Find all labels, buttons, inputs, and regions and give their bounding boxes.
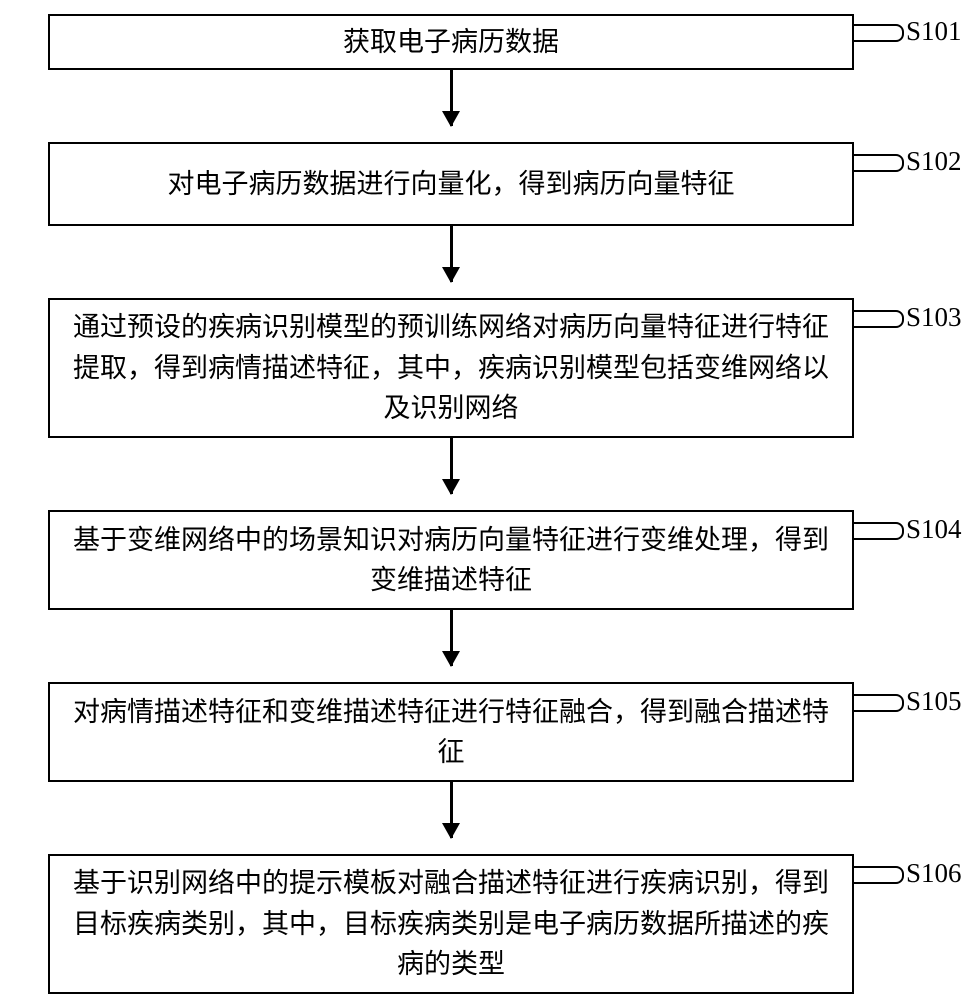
flow-arrow bbox=[450, 782, 453, 838]
step-label-s101: S101 bbox=[906, 16, 962, 47]
flow-node-s106: 基于识别网络中的提示模板对融合描述特征进行疾病识别，得到目标疾病类别，其中，目标… bbox=[48, 854, 854, 994]
label-connector bbox=[854, 310, 904, 328]
flow-node-text: 通过预设的疾病识别模型的预训练网络对病历向量特征进行特征提取，得到病情描述特征，… bbox=[70, 307, 832, 429]
step-label-s102: S102 bbox=[906, 146, 962, 177]
flow-node-s102: 对电子病历数据进行向量化，得到病历向量特征 bbox=[48, 142, 854, 226]
flowchart-canvas: 获取电子病历数据 S101 对电子病历数据进行向量化，得到病历向量特征 S102… bbox=[0, 0, 975, 1000]
step-label-s103: S103 bbox=[906, 302, 962, 333]
flow-node-text: 基于变维网络中的场景知识对病历向量特征进行变维处理，得到变维描述特征 bbox=[70, 520, 832, 601]
step-label-s104: S104 bbox=[906, 514, 962, 545]
label-connector bbox=[854, 24, 904, 42]
flow-node-s101: 获取电子病历数据 bbox=[48, 14, 854, 70]
flow-arrow bbox=[450, 610, 453, 666]
flow-node-text: 对电子病历数据进行向量化，得到病历向量特征 bbox=[168, 164, 735, 205]
flow-arrow bbox=[450, 70, 453, 126]
flow-arrow bbox=[450, 438, 453, 494]
flow-node-s105: 对病情描述特征和变维描述特征进行特征融合，得到融合描述特征 bbox=[48, 682, 854, 782]
step-label-s105: S105 bbox=[906, 686, 962, 717]
flow-node-s103: 通过预设的疾病识别模型的预训练网络对病历向量特征进行特征提取，得到病情描述特征，… bbox=[48, 298, 854, 438]
label-connector bbox=[854, 866, 904, 884]
flow-node-text: 对病情描述特征和变维描述特征进行特征融合，得到融合描述特征 bbox=[70, 692, 832, 773]
label-connector bbox=[854, 522, 904, 540]
label-connector bbox=[854, 694, 904, 712]
flow-arrow bbox=[450, 226, 453, 282]
label-connector bbox=[854, 154, 904, 172]
flow-node-text: 基于识别网络中的提示模板对融合描述特征进行疾病识别，得到目标疾病类别，其中，目标… bbox=[70, 863, 832, 985]
flow-node-s104: 基于变维网络中的场景知识对病历向量特征进行变维处理，得到变维描述特征 bbox=[48, 510, 854, 610]
flow-node-text: 获取电子病历数据 bbox=[343, 22, 559, 63]
step-label-s106: S106 bbox=[906, 858, 962, 889]
